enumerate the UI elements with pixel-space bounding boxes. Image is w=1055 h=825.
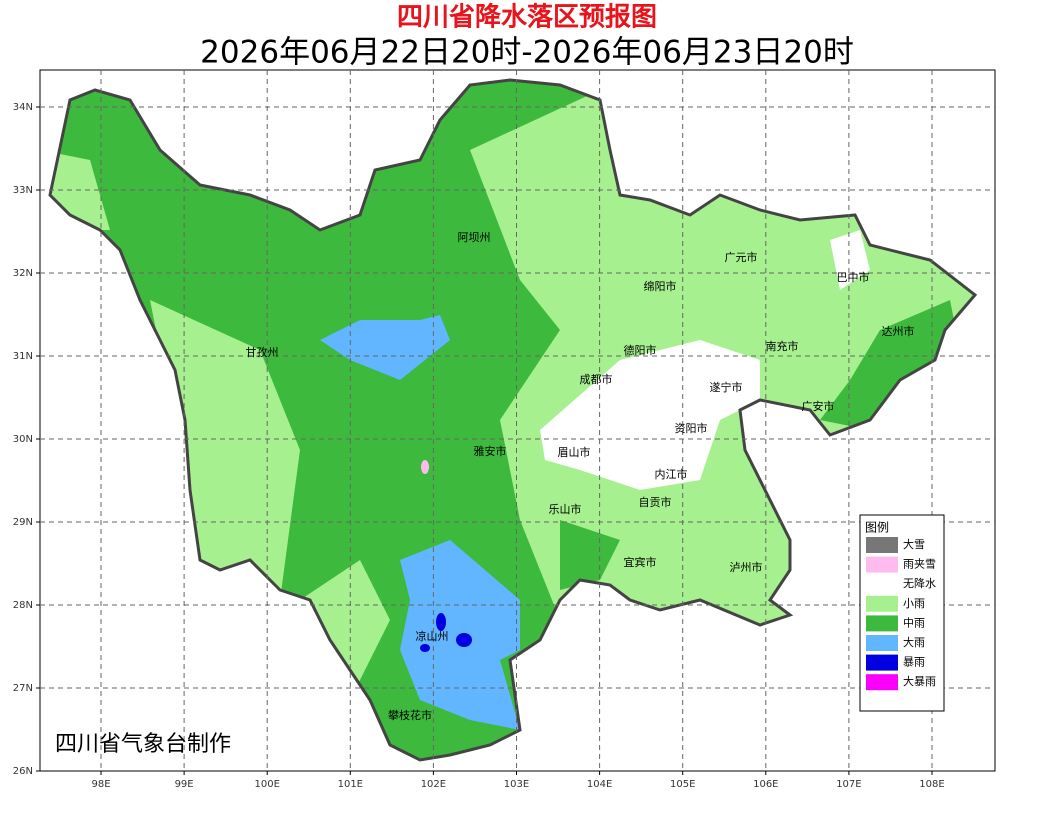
lon-label: 107E (836, 779, 861, 790)
city-label: 南充市 (766, 339, 799, 353)
lat-label: 27N (13, 683, 33, 694)
lon-label: 99E (175, 779, 194, 790)
lat-label: 33N (13, 185, 33, 196)
legend-swatch (866, 537, 898, 553)
area-heavy (320, 315, 450, 380)
lon-label: 104E (587, 779, 612, 790)
title: 四川省降水落区预报图 (397, 2, 657, 33)
lon-label: 106E (753, 779, 778, 790)
lat-label: 30N (13, 434, 33, 445)
city-label: 成都市 (580, 372, 613, 386)
lon-label: 105E (670, 779, 695, 790)
lat-label: 28N (13, 600, 33, 611)
city-label: 内江市 (655, 467, 688, 481)
city-label: 资阳市 (675, 421, 708, 435)
subtitle: 2026年06月22日20时-2026年06月23日20时 (200, 35, 854, 71)
lat-label: 34N (13, 102, 33, 113)
legend-label: 暴雨 (903, 656, 925, 669)
area-light (300, 560, 390, 700)
lat-label: 29N (13, 517, 33, 528)
city-label: 宜宾市 (624, 555, 657, 569)
city-label: 攀枝花市 (388, 708, 432, 722)
legend-swatch (866, 576, 898, 593)
lon-label: 102E (421, 779, 446, 790)
legend-label: 大雪 (903, 537, 925, 551)
legend-swatch (866, 615, 898, 632)
grid: 34N 33N 32N 31N 30N 29N 28N 27N 26N 98E 99E 100E 101… (13, 70, 995, 790)
lon-label: 98E (91, 779, 110, 790)
city-label: 眉山市 (558, 445, 591, 459)
area-storm (420, 644, 430, 652)
credit: 四川省气象台制作 (55, 732, 231, 757)
city-label: 阿坝州 (458, 230, 491, 244)
legend-label: 大雨 (903, 635, 925, 649)
lon-label: 101E (338, 779, 363, 790)
area-moderate (820, 300, 960, 430)
legend-label: 中雨 (903, 616, 925, 629)
area-sleet (421, 460, 429, 474)
city-label: 甘孜州 (246, 345, 279, 359)
legend-label: 大暴雨 (903, 674, 936, 688)
area-storm (456, 633, 472, 647)
legend-label: 无降水 (903, 576, 936, 590)
area-none (830, 230, 870, 290)
legend-swatch (866, 654, 898, 671)
legend-swatch (866, 595, 898, 612)
lat-label: 32N (13, 268, 33, 279)
area-none (540, 340, 760, 490)
city-label: 绵阳市 (644, 279, 677, 293)
legend-title: 图例 (865, 521, 889, 535)
city-label: 广安市 (802, 399, 835, 413)
city-label: 德阳市 (624, 343, 657, 357)
lat-label: 31N (13, 351, 33, 362)
city-label: 凉山州 (416, 629, 449, 643)
city-label: 乐山市 (549, 502, 582, 516)
city-label: 自贡市 (639, 495, 672, 509)
area-storm (436, 613, 446, 631)
city-label: 雅安市 (474, 444, 507, 458)
city-label: 遂宁市 (710, 380, 743, 394)
lat-label: 26N (13, 766, 33, 777)
legend-swatch (866, 556, 898, 573)
lon-label: 108E (919, 779, 944, 790)
city-label: 广元市 (725, 250, 758, 264)
city-label: 泸州市 (730, 560, 763, 574)
lon-label: 100E (254, 779, 279, 790)
legend-swatch (866, 635, 898, 651)
city-label: 巴中市 (837, 270, 870, 284)
legend-swatch (866, 674, 898, 691)
city-label: 达州市 (882, 324, 915, 338)
legend-label: 小雨 (903, 597, 925, 610)
area-moderate (560, 520, 620, 590)
lon-label: 103E (504, 779, 529, 790)
legend-label: 雨夹雪 (903, 558, 936, 571)
